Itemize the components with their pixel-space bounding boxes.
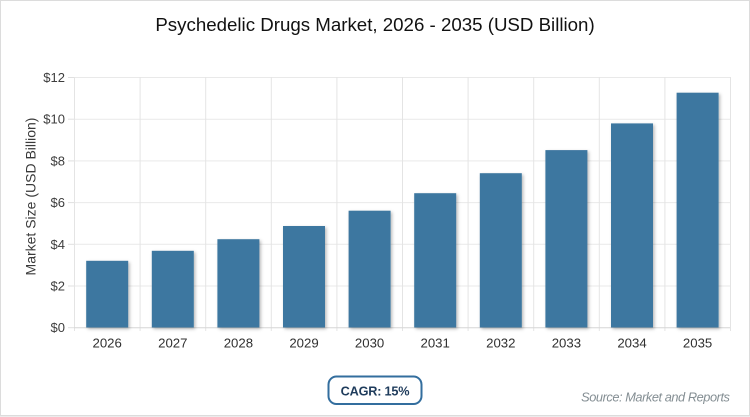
svg-text:2028: 2028 [224, 336, 253, 351]
svg-text:$0: $0 [51, 320, 65, 335]
svg-text:$2: $2 [51, 279, 65, 294]
svg-text:$10: $10 [43, 112, 65, 127]
svg-text:$12: $12 [43, 70, 65, 85]
svg-text:2032: 2032 [486, 336, 515, 351]
svg-text:2031: 2031 [421, 336, 450, 351]
svg-text:2035: 2035 [683, 336, 712, 351]
svg-text:Psychedelic Drugs Market, 2026: Psychedelic Drugs Market, 2026 - 2035 (U… [155, 14, 594, 35]
svg-text:2029: 2029 [289, 336, 318, 351]
svg-text:2027: 2027 [158, 336, 187, 351]
svg-text:2033: 2033 [552, 336, 581, 351]
svg-text:$4: $4 [51, 237, 65, 252]
svg-text:2026: 2026 [93, 336, 122, 351]
svg-text:$8: $8 [51, 153, 65, 168]
svg-text:Source: Market and Reports: Source: Market and Reports [581, 390, 730, 405]
svg-text:2030: 2030 [355, 336, 384, 351]
svg-text:2034: 2034 [617, 336, 646, 351]
svg-text:CAGR: 15%: CAGR: 15% [341, 385, 410, 399]
svg-text:$6: $6 [51, 195, 65, 210]
svg-text:Market Size (USD Billion): Market Size (USD Billion) [23, 118, 39, 276]
